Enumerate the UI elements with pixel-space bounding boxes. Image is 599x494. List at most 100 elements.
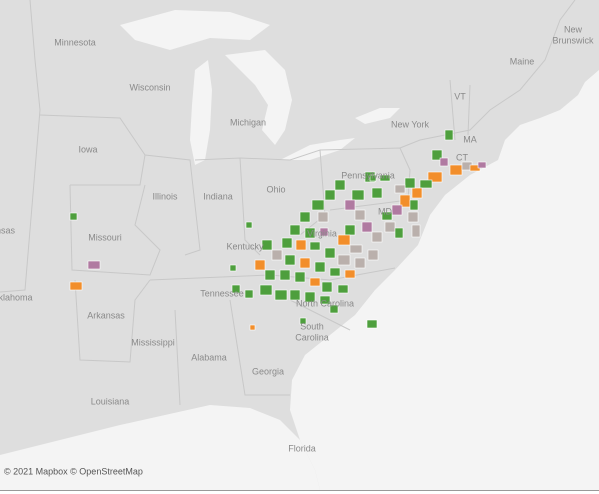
county	[427, 171, 443, 183]
lake-ontario	[355, 108, 400, 124]
county	[477, 161, 487, 169]
county	[249, 324, 256, 331]
county	[391, 204, 403, 216]
state-label: Tennessee	[200, 288, 244, 298]
county	[295, 239, 307, 251]
county	[444, 129, 454, 141]
county	[309, 241, 321, 251]
state-label: Louisiana	[91, 396, 130, 406]
county	[409, 199, 419, 211]
lake-erie	[280, 138, 355, 160]
county	[319, 227, 329, 237]
county	[344, 199, 356, 211]
county	[329, 267, 341, 277]
county	[411, 187, 423, 199]
county	[314, 261, 326, 273]
state-label: North Carolina	[296, 298, 354, 308]
state-label: Michigan	[230, 117, 266, 127]
state-label: VT	[454, 91, 466, 101]
state-label: MD	[378, 206, 392, 216]
state-label: South	[300, 321, 324, 331]
county	[281, 237, 293, 249]
county	[324, 247, 336, 259]
state-label: Mississippi	[131, 337, 175, 347]
state-label: Missouri	[88, 232, 122, 242]
county	[371, 187, 383, 199]
state-label: Georgia	[252, 366, 284, 376]
county	[407, 211, 419, 223]
state-label: Indiana	[203, 191, 233, 201]
county	[309, 277, 321, 287]
county	[254, 259, 266, 271]
county	[271, 249, 283, 261]
county	[299, 257, 311, 269]
county	[69, 212, 78, 221]
county	[439, 157, 449, 167]
county	[274, 289, 288, 301]
lake-superior	[120, 10, 270, 50]
county	[69, 281, 83, 291]
county	[87, 260, 101, 270]
state-label: Florida	[288, 443, 316, 453]
labels: Minnesota Wisconsin Michigan New York VT…	[0, 24, 594, 453]
lake-huron	[225, 50, 292, 145]
county	[319, 295, 331, 305]
county	[351, 189, 365, 201]
state-label: Kentucky	[226, 241, 264, 251]
county	[289, 289, 301, 301]
state-label: Kansas	[0, 225, 16, 235]
counties	[69, 129, 487, 331]
state-label: Alabama	[191, 352, 227, 362]
county	[294, 271, 306, 283]
attribution: © 2021 Mapbox © OpenStreetMap	[4, 466, 143, 476]
county	[379, 174, 391, 182]
county	[245, 221, 253, 229]
county	[404, 177, 416, 189]
county	[299, 317, 307, 325]
state-label: Pennsylvania	[341, 170, 395, 180]
county	[381, 211, 393, 221]
county	[344, 224, 356, 236]
county	[384, 221, 396, 233]
county	[244, 289, 254, 299]
county	[229, 264, 237, 272]
state-label: MA	[463, 134, 477, 144]
state-label: Wisconsin	[129, 82, 170, 92]
state-label: CT	[456, 152, 468, 162]
county	[259, 284, 273, 296]
state-label: New York	[391, 119, 430, 129]
county	[419, 179, 433, 189]
state-label: Oklahoma	[0, 292, 33, 302]
ocean	[290, 70, 599, 490]
county	[334, 179, 346, 191]
county	[411, 224, 421, 238]
county	[231, 284, 241, 294]
county	[264, 269, 276, 281]
state-label: Iowa	[78, 144, 97, 154]
county	[311, 199, 325, 211]
county	[431, 149, 443, 161]
county	[329, 304, 339, 314]
county	[304, 227, 316, 239]
county	[337, 284, 349, 294]
state-label: Carolina	[295, 332, 329, 342]
county	[371, 231, 383, 243]
county	[349, 244, 363, 254]
county	[261, 239, 273, 251]
county	[284, 254, 296, 266]
county	[369, 174, 377, 182]
state-label: Minnesota	[54, 37, 96, 47]
state-label: Virginia	[307, 228, 337, 238]
county	[337, 234, 351, 246]
state-label: Arkansas	[87, 310, 125, 320]
county	[304, 291, 316, 303]
state-label: Ohio	[266, 184, 285, 194]
county	[337, 254, 351, 266]
county	[394, 184, 406, 194]
county	[367, 249, 379, 261]
lake-michigan	[190, 60, 212, 165]
county	[289, 224, 301, 236]
borders	[0, 0, 576, 406]
county	[299, 211, 311, 223]
